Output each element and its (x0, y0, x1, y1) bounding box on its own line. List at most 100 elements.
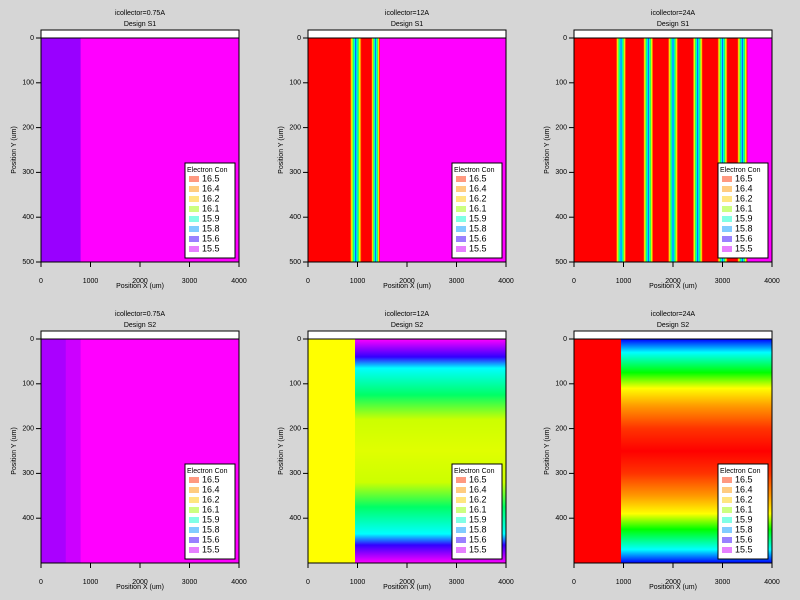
y-tick-label: 100 (289, 80, 301, 87)
legend-label: 16.5 (735, 474, 753, 484)
legend-label: 16.4 (469, 484, 487, 494)
x-tick-label: 1000 (616, 278, 632, 285)
y-tick-label: 0 (563, 35, 567, 42)
field (371, 38, 380, 262)
y-axis-label: Position Y (um) (278, 427, 285, 475)
legend-label: 16.1 (469, 504, 487, 514)
field (717, 38, 728, 262)
top-strip (40, 29, 240, 39)
x-tick-label: 0 (39, 278, 43, 285)
x-axis-label: Position X (um) (383, 283, 431, 290)
legend-label: 16.5 (202, 474, 220, 484)
top-strip (573, 29, 773, 39)
legend-label: 16.1 (202, 203, 220, 213)
legend-label: 16.2 (202, 494, 220, 504)
y-tick-label: 400 (289, 214, 301, 221)
y-tick-label: 100 (555, 381, 567, 388)
y-tick-label: 400 (22, 214, 34, 221)
legend-label: 15.5 (735, 243, 753, 253)
x-tick-label: 1000 (350, 579, 366, 586)
chart-title: icollector=12A (385, 311, 429, 318)
legend-label: 15.8 (469, 223, 487, 233)
field (308, 339, 356, 563)
x-tick-label: 1000 (616, 579, 632, 586)
y-axis-label: Position Y (um) (278, 126, 285, 174)
x-tick-label: 4000 (764, 579, 780, 586)
legend-title: Electron Con (187, 468, 228, 475)
legend-label: 15.6 (469, 233, 487, 243)
x-tick-label: 3000 (715, 278, 731, 285)
x-tick-label: 1000 (83, 278, 99, 285)
y-tick-label: 100 (555, 80, 567, 87)
y-tick-label: 100 (22, 80, 34, 87)
y-tick-label: 300 (22, 169, 34, 176)
y-tick-label: 0 (297, 35, 301, 42)
legend-label: 15.9 (202, 514, 220, 524)
legend-label: 16.2 (735, 494, 753, 504)
y-axis-label: Position Y (um) (11, 126, 18, 174)
x-tick-label: 1000 (83, 579, 99, 586)
chart-title: icollector=24A (651, 311, 695, 318)
chart-title: icollector=0.75A (115, 311, 165, 318)
y-tick-label: 200 (22, 124, 34, 131)
x-tick-label: 4000 (764, 278, 780, 285)
field (41, 38, 81, 262)
y-tick-label: 200 (289, 124, 301, 131)
x-tick-label: 2000 (132, 278, 148, 285)
y-tick-label: 200 (22, 425, 34, 432)
x-tick-label: 3000 (449, 278, 465, 285)
y-tick-label: 300 (289, 169, 301, 176)
y-tick-label: 200 (555, 124, 567, 131)
legend-label: 16.4 (469, 183, 487, 193)
top-strip (307, 29, 507, 39)
legend-label: 16.1 (735, 203, 753, 213)
x-tick-label: 0 (39, 579, 43, 586)
y-tick-label: 300 (555, 470, 567, 477)
x-tick-label: 1000 (350, 278, 366, 285)
legend-label: 15.8 (735, 524, 753, 534)
legend-label: 15.9 (735, 514, 753, 524)
chart-title: icollector=0.75A (115, 10, 165, 17)
field (308, 38, 380, 262)
y-tick-label: 300 (22, 470, 34, 477)
y-tick-label: 0 (297, 336, 301, 343)
legend-label: 15.5 (469, 544, 487, 554)
legend-label: 16.4 (202, 183, 220, 193)
y-tick-label: 500 (22, 259, 34, 266)
chart-subtitle: Design S2 (657, 322, 689, 329)
x-tick-label: 3000 (715, 579, 731, 586)
legend-label: 15.6 (202, 233, 220, 243)
top-strip (573, 330, 773, 340)
x-tick-label: 0 (306, 278, 310, 285)
x-tick-label: 0 (572, 579, 576, 586)
legend-label: 16.4 (202, 484, 220, 494)
x-tick-label: 2000 (399, 278, 415, 285)
x-tick-label: 3000 (182, 278, 198, 285)
y-tick-label: 500 (289, 259, 301, 266)
y-tick-label: 100 (22, 381, 34, 388)
legend-label: 15.6 (735, 233, 753, 243)
legend-label: 16.2 (202, 193, 220, 203)
legend-label: 16.2 (735, 193, 753, 203)
x-tick-label: 2000 (399, 579, 415, 586)
y-tick-label: 400 (289, 515, 301, 522)
legend-label: 15.9 (469, 213, 487, 223)
field (643, 38, 654, 262)
y-tick-label: 0 (30, 336, 34, 343)
y-tick-label: 300 (289, 470, 301, 477)
x-tick-label: 3000 (182, 579, 198, 586)
legend-title: Electron Con (454, 167, 495, 174)
legend-label: 15.9 (735, 213, 753, 223)
y-tick-label: 0 (563, 336, 567, 343)
legend-title: Electron Con (720, 167, 761, 174)
x-tick-label: 4000 (498, 278, 514, 285)
y-tick-label: 500 (555, 259, 567, 266)
x-axis-label: Position X (um) (649, 584, 697, 591)
y-tick-label: 400 (555, 214, 567, 221)
legend-label: 15.5 (202, 243, 220, 253)
field (41, 339, 66, 563)
y-tick-label: 200 (289, 425, 301, 432)
legend-label: 16.1 (469, 203, 487, 213)
y-tick-label: 400 (22, 515, 34, 522)
